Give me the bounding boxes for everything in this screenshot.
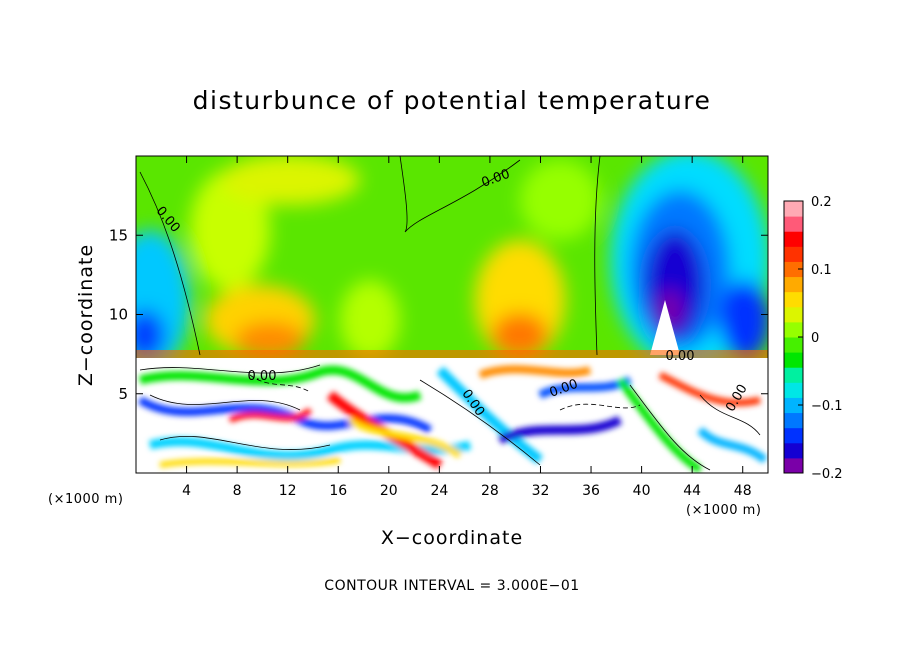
x-axis-label: X−coordinate (380, 527, 524, 549)
colorbar-tick-label: −0.1 (811, 399, 843, 414)
colorbar-swatch (784, 246, 803, 262)
x-tick-label: 12 (279, 483, 297, 499)
colorbar-swatch (784, 442, 803, 459)
x-tick-label: 40 (633, 483, 651, 499)
contour-label: 0.00 (666, 349, 695, 364)
colorbar-swatch (784, 321, 803, 338)
x-axis: 4 8 12 16 20 24 28 32 36 40 44 48 (182, 156, 752, 499)
contour-interval-note: CONTOUR INTERVAL = 3.000E−01 (324, 578, 580, 594)
x-tick-label: 48 (734, 483, 752, 499)
colorbar-swatch (784, 427, 803, 444)
x-tick-label: 24 (430, 483, 448, 499)
colorbar-swatch (784, 397, 803, 414)
x-tick-label: 8 (233, 483, 242, 499)
x-unit-label-left: (×1000 m) (48, 492, 124, 507)
colorbar-swatch (784, 382, 803, 398)
heatmap-field (136, 156, 768, 473)
y-tick-label: 5 (118, 385, 128, 403)
colorbar-tick-label: 0.1 (811, 263, 832, 278)
colorbar-swatch (784, 276, 803, 293)
x-tick-label: 20 (380, 483, 398, 499)
x-tick-label: 28 (481, 483, 499, 499)
colorbar-swatch (784, 306, 803, 323)
y-axis: 5 10 15 (109, 226, 768, 403)
chart-title: disturbunce of potential temperature (192, 86, 712, 115)
colorbar-swatch (784, 216, 803, 232)
colorbar-swatch (784, 261, 803, 278)
x-unit-label-right: (×1000 m) (686, 503, 762, 518)
x-tick-label: 16 (329, 483, 347, 499)
colorbar-swatch (784, 201, 803, 217)
y-axis-label: Z−coordinate (75, 244, 97, 386)
colorbar-swatch (784, 457, 803, 474)
y-tick-label: 15 (109, 226, 128, 244)
x-tick-label: 32 (532, 483, 550, 499)
colorbar-swatch (784, 291, 803, 308)
x-tick-label: 44 (683, 483, 701, 499)
colorbar-swatch (784, 352, 803, 368)
colorbar-swatch (784, 412, 803, 429)
x-tick-label: 4 (182, 483, 191, 499)
contour-label: 0.00 (248, 369, 277, 384)
colorbar-swatch (784, 337, 803, 353)
y-tick-label: 10 (109, 306, 128, 324)
colorbar: −0.2 −0.1 0 0.1 0.2 (783, 195, 843, 482)
colorbar-tick-label: 0 (811, 331, 819, 346)
contour-lines (139, 156, 761, 471)
x-tick-label: 36 (582, 483, 600, 499)
colorbar-swatch (784, 231, 803, 247)
contour-labels: 0.000.000.000.00 0.000.000.00 (153, 167, 751, 419)
colorbar-tick-label: −0.2 (811, 467, 843, 482)
colorbar-tick-label: 0.2 (811, 195, 832, 210)
colorbar-swatch (784, 367, 803, 383)
